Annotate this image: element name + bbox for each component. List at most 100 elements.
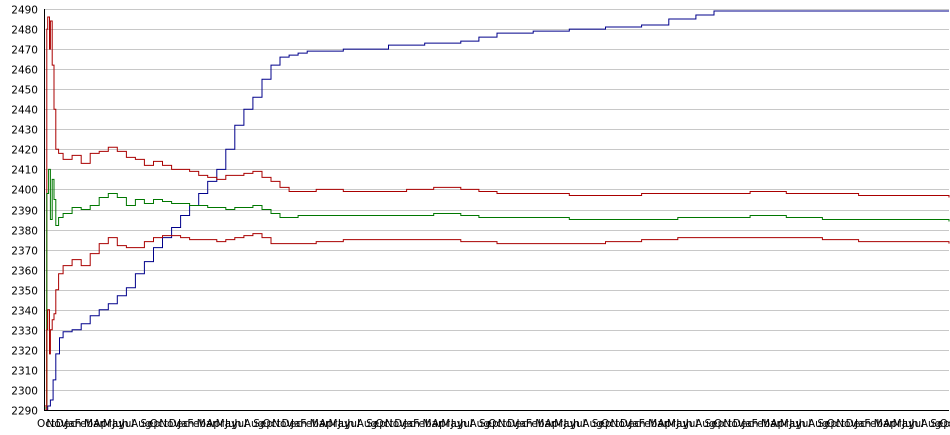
x-tick-label: Dec — [169, 418, 190, 430]
x-tick-label: Nov — [272, 418, 293, 430]
y-tick-label: 2340 — [11, 306, 38, 318]
y-tick-label: 2470 — [11, 45, 38, 57]
x-tick-label: Mar — [648, 418, 668, 430]
x-tick-label: Dec — [846, 418, 867, 430]
x-tick-label: Dec — [507, 418, 528, 430]
x-tick-label: Jun — [111, 418, 128, 430]
x-tick-label: Oct — [263, 418, 281, 430]
y-tick-label: 2450 — [11, 85, 38, 97]
series-lines — [45, 10, 950, 411]
x-tick-label: Oct — [150, 418, 168, 430]
x-tick-label: Jun — [563, 418, 580, 430]
axes — [44, 9, 949, 411]
x-tick-label: Jun — [337, 418, 354, 430]
x-tick-label: Feb — [75, 418, 94, 430]
x-tick-label: Oct — [37, 418, 55, 430]
x-tick-label: Jan — [741, 418, 758, 430]
x-tick-label: Jul — [798, 418, 812, 430]
x-tick-label: Feb — [752, 418, 771, 430]
x-tick-label: Sep — [253, 418, 273, 430]
y-tick-label: 2350 — [11, 286, 38, 298]
x-tick-label: Apr — [658, 418, 677, 430]
y-tick-label: 2480 — [11, 25, 38, 37]
x-tick-label: Jun — [450, 418, 467, 430]
x-tick-label: Feb — [526, 418, 545, 430]
x-tick-label: Feb — [300, 418, 319, 430]
x-tick-label: Apr — [770, 418, 789, 430]
x-tick-label: Apr — [93, 418, 112, 430]
x-tick-label: Jul — [233, 418, 247, 430]
x-tick-label: Aug — [582, 418, 603, 430]
x-tick-label: Mar — [874, 418, 894, 430]
x-tick-label: Nov — [498, 418, 519, 430]
x-tick-label: Sep — [479, 418, 499, 430]
x-tick-label: Sep — [705, 418, 725, 430]
x-tick-label: Sep — [140, 418, 160, 430]
x-tick-label: Apr — [883, 418, 902, 430]
y-tick-label: 2430 — [11, 125, 38, 137]
y-tick-label: 2440 — [11, 105, 38, 117]
x-tick-label: Mar — [423, 418, 443, 430]
x-tick-label: Jan — [290, 418, 307, 430]
x-tick-label: Nov — [836, 418, 857, 430]
x-tick-label: Jul — [685, 418, 699, 430]
series-line-1 — [45, 10, 949, 411]
x-tick-label: Nov — [385, 418, 406, 430]
x-tick-label: Jul — [121, 418, 135, 430]
y-tick-label: 2370 — [11, 246, 38, 258]
x-tick-label: Sep — [592, 418, 612, 430]
y-tick-label: 2330 — [11, 326, 38, 338]
x-tick-label: Oct — [376, 418, 394, 430]
x-tick-label: Aug — [470, 418, 491, 430]
x-tick-label: Feb — [639, 418, 658, 430]
x-tick-labels: OctNovDecJanFebMarAprMayJunJulAugSepOctN… — [37, 418, 950, 430]
x-tick-label: Mar — [310, 418, 330, 430]
x-tick-label: May — [329, 418, 351, 430]
y-tick-label: 2320 — [11, 346, 38, 358]
x-tick-label: Nov — [723, 418, 744, 430]
y-tick-label: 2310 — [11, 366, 38, 378]
series-line-3 — [45, 168, 950, 409]
x-tick-label: May — [441, 418, 463, 430]
gridlines — [45, 9, 949, 411]
x-tick-label: May — [216, 418, 238, 430]
y-tick-label: 2390 — [11, 206, 38, 218]
x-tick-label: Apr — [206, 418, 225, 430]
y-tick-label: 2460 — [11, 65, 38, 77]
y-tick-label: 2490 — [11, 5, 38, 17]
x-tick-label: Mar — [535, 418, 555, 430]
y-tick-label: 2360 — [11, 266, 38, 278]
x-tick-label: May — [103, 418, 125, 430]
x-tick-label: Jan — [64, 418, 81, 430]
x-tick-label: Apr — [432, 418, 451, 430]
x-tick-label: Dec — [733, 418, 754, 430]
x-tick-label: Apr — [319, 418, 338, 430]
x-tick-label: May — [780, 418, 802, 430]
y-tick-label: 2300 — [11, 386, 38, 398]
x-tick-label: Jan — [403, 418, 420, 430]
x-tick-label: Aug — [357, 418, 378, 430]
x-tick-label: Sep — [817, 418, 837, 430]
x-tick-label: Feb — [187, 418, 206, 430]
x-tick-label: Nov — [159, 418, 180, 430]
x-tick-label: Dec — [282, 418, 303, 430]
x-tick-label: Jan — [628, 418, 645, 430]
x-tick-label: Aug — [131, 418, 152, 430]
x-tick-label: Sep — [366, 418, 386, 430]
x-tick-label: Oct — [601, 418, 619, 430]
x-tick-label: Aug — [808, 418, 829, 430]
series-line-4 — [45, 233, 950, 411]
x-tick-label: Aug — [695, 418, 716, 430]
x-tick-label: Sep — [930, 418, 950, 430]
y-tick-label: 2420 — [11, 145, 38, 157]
x-tick-label: May — [893, 418, 915, 430]
series-line-2 — [45, 16, 950, 407]
x-tick-label: Dec — [394, 418, 415, 430]
x-tick-label: Aug — [244, 418, 265, 430]
x-tick-label: Mar — [84, 418, 104, 430]
x-tick-label: Jun — [901, 418, 918, 430]
x-tick-label: May — [667, 418, 689, 430]
x-tick-label: Jan — [516, 418, 533, 430]
y-tick-label: 2400 — [11, 185, 38, 197]
x-tick-label: Feb — [413, 418, 432, 430]
